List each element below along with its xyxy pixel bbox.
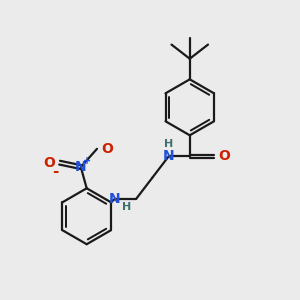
Text: O: O	[218, 149, 230, 164]
Text: O: O	[102, 142, 114, 156]
Text: N: N	[75, 160, 87, 174]
Text: -: -	[52, 164, 59, 179]
Text: N: N	[163, 149, 174, 164]
Text: O: O	[43, 156, 55, 170]
Text: H: H	[164, 139, 173, 149]
Text: +: +	[83, 156, 91, 166]
Text: H: H	[122, 202, 131, 212]
Text: N: N	[109, 192, 121, 206]
